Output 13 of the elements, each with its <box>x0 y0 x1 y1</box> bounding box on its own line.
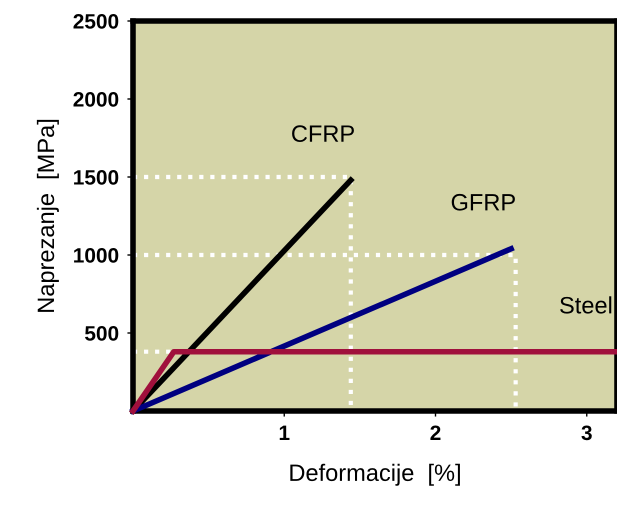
y-tick-label: 2000 <box>73 92 118 107</box>
y-tick-label: 500 <box>84 326 118 341</box>
x-tick-label: 3 <box>581 425 592 440</box>
series-label: CFRP <box>292 125 354 142</box>
x-axis-title: Deformacije [%] <box>290 464 460 486</box>
series-label: Steel <box>560 296 612 314</box>
y-tick-label: 2500 <box>73 14 118 29</box>
y-tick-label: 1500 <box>74 170 118 185</box>
y-tick-label: 1000 <box>74 248 118 263</box>
series-label: GFRP <box>452 194 515 211</box>
x-tick-label: 2 <box>430 425 440 440</box>
x-tick-label: 1 <box>280 426 290 440</box>
y-axis-title: Naprezanje [MPa] <box>36 120 59 312</box>
